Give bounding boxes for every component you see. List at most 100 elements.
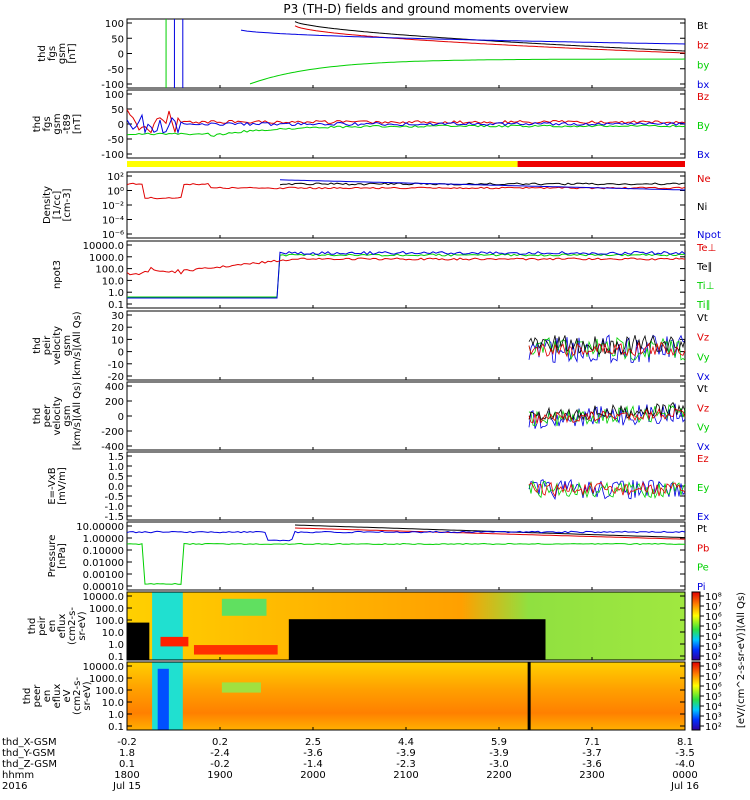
y-tick-label: 10⁰ <box>107 187 124 198</box>
y-axis-label-line: eV <box>62 689 73 702</box>
y-tick-label: 1.00000 <box>83 534 124 545</box>
ion-spectrogram-red-band <box>193 645 278 655</box>
y-axis-label-line: [mV/m] <box>57 467 68 505</box>
ion-spectrogram-gap <box>288 619 546 660</box>
electron-spectrogram-gap-line <box>527 662 531 730</box>
trace-bz <box>294 25 686 54</box>
y-axis-label-line: (cm2-s- <box>67 607 78 645</box>
y-tick-label: -10 <box>108 360 124 371</box>
colorbar-label: [eV/(cm^2-s-sr-eV)](All Qs) <box>736 592 747 728</box>
y-axis-label-line: fgs <box>42 116 53 131</box>
legend-ni: Ni <box>697 202 707 213</box>
trace-te <box>126 257 686 276</box>
trace-ni <box>279 182 686 186</box>
y-tick-label: -1.5 <box>104 512 124 523</box>
colorbar-tick-label: 10⁸ <box>705 592 722 603</box>
x-row-value: 2100 <box>393 770 418 781</box>
colorbar-tick-label: 10⁵ <box>705 622 722 633</box>
legend-by: by <box>697 60 709 71</box>
y-axis-label-line: velocity <box>52 326 63 365</box>
y-tick-label: 10.0 <box>102 276 124 287</box>
y-axis-label-line: gsm <box>52 113 63 134</box>
y-tick-label: 1.5 <box>108 452 124 463</box>
y-axis-label-line: Pressure <box>47 535 58 578</box>
trace-npot <box>279 179 686 191</box>
legend-vz: Vz <box>697 403 709 414</box>
y-tick-label: 10000.0 <box>83 662 124 673</box>
panel-fgs: 100 50 0 -50 -100 thd fgs gsm [nT] Bt bz by bx <box>37 18 709 91</box>
colorbar-ticks: 10⁸10⁷10⁶10⁵10⁴10³10²10⁸10⁷10⁶10⁵10⁴10³1… <box>700 592 722 733</box>
y-tick-label: 0.1 <box>108 300 124 311</box>
y-axis-label-line: eflux <box>57 614 68 639</box>
y-axis-label: npot3 <box>52 260 63 289</box>
legend-te⊥: Te⊥ <box>696 243 716 254</box>
panel-fgs_dsl: 100 50 0 -50 -100 thd fgs gsm -t89 [nT] Bz By Bx <box>32 89 710 167</box>
colorbar-tick-label: 10² <box>705 722 722 733</box>
y-tick-label: 0.5 <box>108 472 124 483</box>
y-tick-label: 10.0 <box>102 628 124 639</box>
y-axis-label-line: peer <box>32 684 43 708</box>
y-tick-label: 100.0 <box>95 686 124 697</box>
trace-by <box>249 58 686 85</box>
panel-frame <box>126 451 686 521</box>
y-axis-label-line: thd <box>37 45 48 62</box>
y-axis-label: thd fgs gsm -t89 [nT] <box>32 113 83 134</box>
legend-pi: Pi <box>697 582 706 593</box>
x-axis-block: thd_X-GSM -0.2 0.2 2.5 4.4 5.9 7.1 8.1 thd_Y-GSM… <box>2 737 699 792</box>
colorbar-tick-label: 10² <box>705 652 722 663</box>
y-tick-label: 1.0 <box>108 640 124 651</box>
y-tick-label: 10⁻² <box>102 201 124 212</box>
y-tick-label: 10² <box>107 172 124 183</box>
legend-vt: Vt <box>697 313 708 324</box>
x-row-value: 1.8 <box>119 748 135 759</box>
y-axis-label-line: [1/cc] <box>52 191 63 220</box>
y-tick-label: -20 <box>108 372 124 383</box>
trace-noise-1 <box>528 479 686 500</box>
colorbar-tick-label: 10⁶ <box>705 612 722 623</box>
legend-ey: Ey <box>697 483 709 494</box>
y-axis-label-line: thd <box>32 408 43 425</box>
y-tick-label: 1000.0 <box>89 674 124 685</box>
legend-pt: Pt <box>697 524 707 535</box>
trace-pi <box>126 530 686 542</box>
y-tick-label: -100 <box>101 150 124 161</box>
panel-temp: 10000.01000.0100.010.01.00.1 npot3 Te⊥ Te∥ T… <box>52 240 716 311</box>
colorbar-tick-label: 10⁶ <box>705 682 722 693</box>
panel-frame <box>126 171 686 239</box>
y-tick-label: 1.0 <box>108 710 124 721</box>
y-tick-label: 50 <box>111 105 124 116</box>
colorbar-tick-label: 10⁵ <box>705 692 722 703</box>
x-row-value: 8.1 <box>677 737 693 748</box>
y-axis-label-line: fgs <box>47 46 58 61</box>
legend-vy: Vy <box>697 352 710 363</box>
electron-spectrogram-green-patch <box>221 682 261 693</box>
panel-efield: 1.51.00.50.0-0.5-1.0-1.5 E=-VxB [mV/m] Ez Ey… <box>47 451 709 523</box>
ion-spectrogram-green-patch <box>221 598 267 616</box>
legend-bx: bx <box>697 80 709 91</box>
legend-vy: Vy <box>697 423 710 434</box>
ion-spectrogram-red-blob <box>160 636 189 647</box>
trace-noise-2 <box>528 481 686 498</box>
x-row-value: 4.4 <box>398 737 414 748</box>
colorbar-tick-label: 10⁴ <box>705 632 722 643</box>
y-tick-label: 10000.0 <box>83 592 124 603</box>
y-axis-label: thd peir velocity gsm [km/s](All Qs) <box>32 311 83 379</box>
y-axis-label: thd peer en eflux eV (cm2-s-sr-eV) <box>22 677 93 715</box>
y-tick-label: 20 <box>111 323 124 334</box>
x-row-label: hhmm <box>2 770 34 781</box>
ion-spectrogram-gap-left <box>127 622 150 660</box>
legend-te∥: Te∥ <box>696 262 713 273</box>
y-tick-label: 30 <box>111 311 124 322</box>
y-axis-label-line: E=-VxB <box>47 467 58 504</box>
legend-ti⊥: Ti⊥ <box>696 281 714 292</box>
y-tick-label: 0 <box>118 120 124 131</box>
x-row-value: 5.9 <box>491 737 507 748</box>
legend-ex: Ex <box>697 512 709 523</box>
y-axis-label-line: [nPa] <box>57 543 68 569</box>
legend-npot: Npot <box>697 230 721 241</box>
x-row-value: 0.2 <box>212 737 228 748</box>
y-axis-label-line: velocity <box>52 396 63 435</box>
legend-bt: Bt <box>697 21 708 32</box>
x-row-value: -3.6 <box>582 759 602 770</box>
